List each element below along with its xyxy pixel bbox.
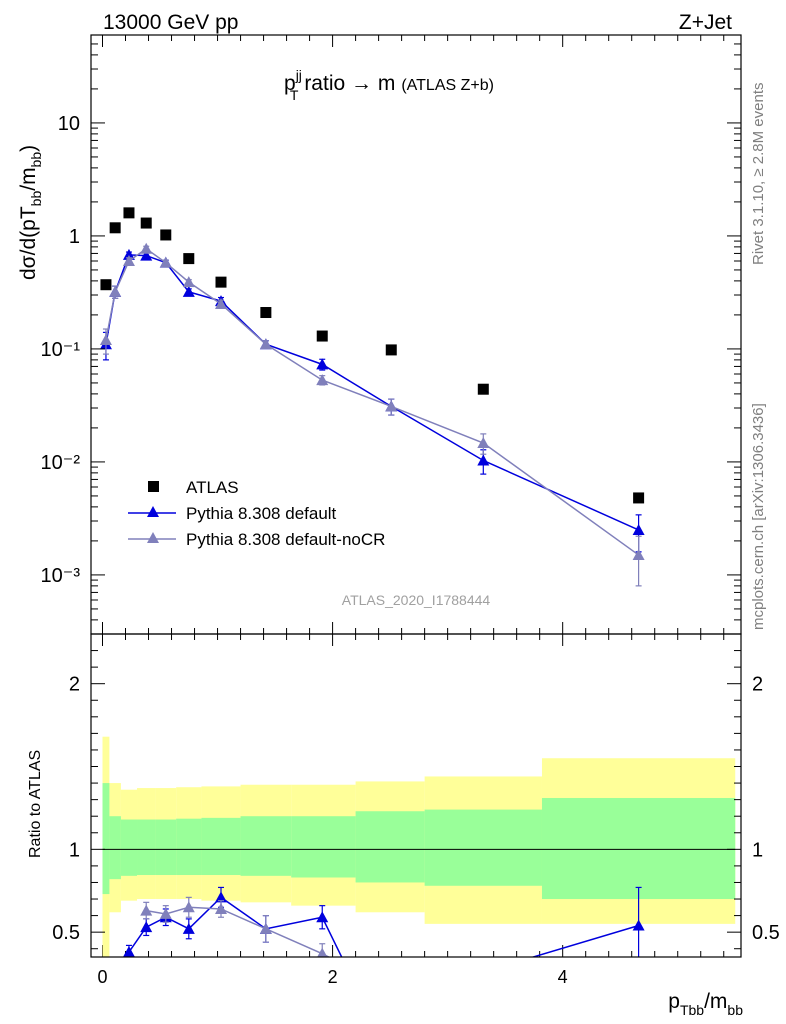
panel-title-small: (ATLAS Z+b) <box>401 77 494 94</box>
mc-point <box>159 256 172 268</box>
y-tick-label: 1 <box>69 226 80 248</box>
ratio-band-inner <box>137 819 156 876</box>
y-tick-label: 10⁻² <box>41 452 81 474</box>
ratio-point <box>632 919 645 931</box>
ratio-point <box>316 911 329 923</box>
ratio-band-inner <box>240 816 292 876</box>
y-tick-label: 10 <box>58 113 80 135</box>
rivet-label: Rivet 3.1.10, ≥ 2.8M events <box>750 83 767 266</box>
ratio-band-inner <box>541 797 736 900</box>
atlas-point <box>633 492 645 504</box>
mc-point <box>316 374 329 386</box>
main-series-1 <box>99 248 645 553</box>
legend-atlas-marker <box>148 481 159 492</box>
analysis-watermark: ATLAS_2020_I1788444 <box>342 592 491 608</box>
ratio-band-inner <box>120 819 138 876</box>
mc-point <box>140 249 153 261</box>
ratio-series-1 <box>140 896 331 957</box>
main-panel: 10 1 10⁻¹ 10⁻² 10⁻³ <box>41 34 742 957</box>
legend-nocr-marker <box>147 532 159 543</box>
mc-point <box>632 549 645 561</box>
ratio-band-inner <box>109 816 121 880</box>
legend-atlas-label: ATLAS <box>186 478 239 497</box>
ratio-band-inner <box>155 819 177 876</box>
ratio-point <box>140 904 153 916</box>
legend-default-marker <box>147 506 159 517</box>
ratio-point <box>317 947 328 957</box>
ratio-y-label: Ratio to ATLAS <box>27 750 44 858</box>
panel-title-sup: jj <box>295 67 302 83</box>
ratio-band-inner <box>176 818 202 876</box>
ratio-point <box>182 922 195 934</box>
atlas-point <box>100 279 112 291</box>
ratio-point <box>159 907 172 919</box>
ratio-y-tick-label: 2 <box>69 674 80 696</box>
mc-point <box>316 358 329 370</box>
header-right: Z+Jet <box>679 11 732 34</box>
atlas-point <box>109 222 121 234</box>
ratio-panel: 0 2 4 0.5 0.5 1 1 2 2 <box>52 633 780 987</box>
y-axis-label: dσ/d(pTbb/mbb) <box>17 145 44 280</box>
mc-point <box>109 285 122 297</box>
y-tick-label: 10⁻¹ <box>41 339 81 361</box>
ratio-point <box>215 902 227 914</box>
mc-point <box>122 248 135 260</box>
mc-point <box>477 437 490 449</box>
panel-title-text: ratio → m <box>298 72 395 95</box>
panel-title: pjj T ratio → m (ATLAS Z+b) <box>284 67 494 103</box>
mc-point <box>385 400 398 412</box>
mc-point <box>215 297 227 309</box>
atlas-point <box>477 383 489 395</box>
ratio-y-tick-label-right: 1 <box>752 839 763 861</box>
ratio-point <box>122 946 135 957</box>
main-series-2 <box>99 242 645 587</box>
ratio-point <box>182 901 195 913</box>
main-series-0 <box>100 207 645 504</box>
ratio-band-inner <box>201 817 241 876</box>
mc-point <box>122 254 135 266</box>
mc-point <box>632 523 645 535</box>
ratio-band-inner <box>102 783 110 895</box>
atlas-point <box>140 217 152 229</box>
header-left: 13000 GeV pp <box>103 11 238 34</box>
ratio-band-inner <box>355 811 425 883</box>
atlas-point <box>215 276 227 288</box>
mc-line <box>105 247 640 556</box>
ratio-frame <box>90 633 742 958</box>
mcplots-label: mcplots.cern.ch [arXiv:1306.3436] <box>750 403 767 630</box>
mc-point <box>259 338 272 350</box>
x-tick-label: 2 <box>328 967 338 987</box>
ratio-point <box>259 922 272 934</box>
mc-point <box>99 333 112 345</box>
atlas-point <box>183 253 195 265</box>
x-axis-label: pTbb/mbb <box>668 990 743 1018</box>
legend-nocr-label: Pythia 8.308 default-noCR <box>186 530 385 549</box>
panel-title-p: p <box>284 72 296 95</box>
atlas-point <box>260 307 272 319</box>
mc-point <box>182 276 195 288</box>
ratio-point <box>140 921 153 933</box>
ratio-y-tick-label-right: 2 <box>752 674 763 696</box>
ratio-y-tick-label: 0.5 <box>52 922 80 944</box>
legend-default-label: Pythia 8.308 default <box>186 504 337 523</box>
mc-point <box>477 454 490 466</box>
ratio-point <box>215 891 227 903</box>
ratio-band-inner <box>424 809 542 886</box>
ratio-y-tick-label-right: 0.5 <box>752 922 780 944</box>
atlas-point <box>160 229 172 241</box>
mc-point <box>140 242 153 254</box>
mc-point <box>182 285 195 297</box>
ratio-series-line <box>128 896 639 957</box>
panel-title-sub: T <box>290 87 299 103</box>
y-tick-label: 10⁻³ <box>41 565 81 587</box>
atlas-point <box>316 330 328 342</box>
x-tick-label: 4 <box>558 967 568 987</box>
atlas-point <box>385 344 397 356</box>
ratio-band-inner <box>291 816 356 878</box>
ratio-y-tick-label: 1 <box>69 839 80 861</box>
x-tick-label: 0 <box>97 967 107 987</box>
legend: ATLAS Pythia 8.308 default Pythia 8.308 … <box>128 478 385 549</box>
atlas-point <box>123 207 135 219</box>
